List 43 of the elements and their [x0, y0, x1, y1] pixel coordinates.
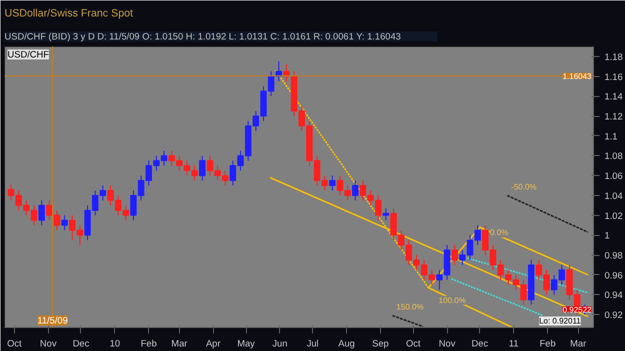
x-tick-label: Oct [406, 338, 421, 348]
x-tick-label: Jul [306, 338, 319, 348]
y-tick-label: 1.12 [604, 112, 623, 122]
annotation: Lo: 0.92011 [539, 316, 582, 326]
x-tick-label: Feb [540, 338, 556, 348]
y-tick-label: 1.08 [604, 151, 623, 162]
x-tick-label: Mar [171, 338, 188, 348]
y-tick-label: 1.06 [604, 171, 623, 182]
x-tick-label: Feb [140, 338, 157, 348]
annotation: 0.0% [490, 228, 508, 238]
x-tick-label: Apr [206, 338, 220, 348]
x-tick-label: Mar [570, 338, 586, 348]
x-tick-label: 11 [508, 338, 519, 348]
x-tick-label: Dec [72, 338, 90, 348]
annotation: -50.0% [511, 182, 537, 192]
x-tick-label: Dec [472, 338, 488, 348]
annotation: 150.0% [396, 302, 424, 312]
chart-subtitle: USD/CHF (BID) 3 y D D: 11/5/09 O: 1.0150 H: 1.0192 L: 1.0131 C: 1.0161 R: 0.0061 Y: 1.16043 [4, 32, 401, 42]
y-tick-label: 1 [604, 230, 610, 241]
annotation: 0.92522 [562, 305, 592, 314]
y-tick-label: 1.1 [604, 131, 618, 142]
y-tick-label: 1.18 [604, 52, 623, 62]
y-tick-label: 0.94 [604, 290, 623, 300]
y-tick-label: 0.96 [604, 270, 623, 280]
x-tick-label: Sep [372, 338, 389, 348]
annotation: 100.0% [438, 296, 466, 305]
chart-title: USDollar/Swiss Franc Spot [4, 8, 134, 20]
x-tick-label: May [237, 338, 256, 348]
x-tick-label: Oct [7, 338, 22, 348]
ref-line-label: 11/5/09 [37, 316, 68, 326]
y-tick-label: 1.04 [604, 190, 623, 201]
y-tick-label: 0.92 [604, 310, 623, 320]
x-tick-label: 10 [110, 338, 120, 348]
y-tick-label: 1.02 [604, 210, 623, 221]
ref-line-label: 1.16043 [562, 72, 592, 81]
y-tick-label: 1.16 [604, 72, 623, 82]
x-tick-label: Aug [338, 338, 355, 348]
y-tick-label: 1.14 [604, 92, 623, 102]
annotation: USD/CHF [8, 50, 50, 60]
x-tick-label: Nov [438, 338, 456, 348]
x-tick-label: Jun [272, 338, 288, 348]
x-tick-label: Nov [40, 338, 57, 348]
y-tick-label: 0.98 [604, 250, 623, 261]
